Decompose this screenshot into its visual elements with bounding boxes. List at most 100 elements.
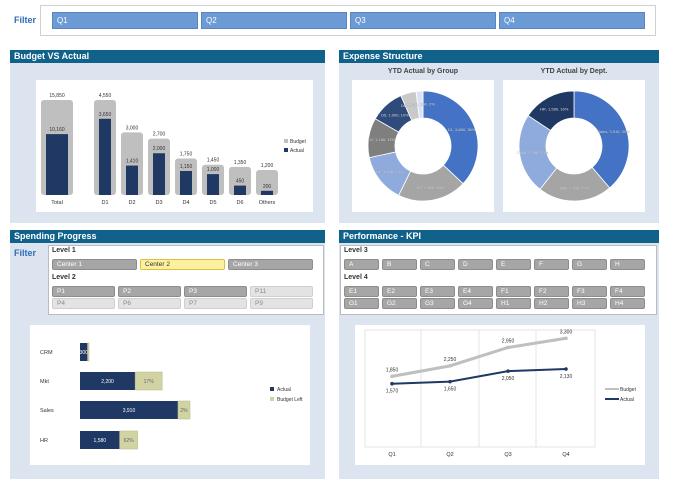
x-tick-label: Others bbox=[259, 200, 276, 206]
filter-button[interactable]: Q3 bbox=[350, 12, 496, 29]
slicer-title: Level 3 bbox=[344, 247, 368, 254]
slicer-item[interactable]: G4 bbox=[458, 298, 493, 309]
value-label: D3, 2,000, 20% bbox=[417, 185, 445, 190]
slicer-item[interactable]: B bbox=[382, 259, 417, 270]
value-label: 1,150 bbox=[180, 164, 193, 170]
line bbox=[391, 368, 567, 385]
marker bbox=[506, 345, 510, 350]
value-label: 1,000 bbox=[207, 167, 220, 173]
slicer-item[interactable]: C bbox=[420, 259, 455, 270]
legend-label: Budget Left bbox=[277, 397, 303, 403]
filter-button[interactable]: Q1 bbox=[52, 12, 198, 29]
slicer-item[interactable]: G3 bbox=[420, 298, 455, 309]
x-tick-label: D3 bbox=[155, 200, 162, 206]
slicer-item[interactable]: G bbox=[572, 259, 607, 270]
slicer-item[interactable]: E3 bbox=[420, 286, 455, 297]
legend-swatch bbox=[284, 148, 288, 152]
slicer-item[interactable]: E1 bbox=[344, 286, 379, 297]
slicer-item[interactable]: E4 bbox=[458, 286, 493, 297]
value-label: 1,570 bbox=[386, 389, 399, 395]
chart-title: YTD Actual by Dept. bbox=[540, 68, 608, 75]
donut-slice bbox=[573, 90, 630, 189]
filter-label: Filter bbox=[14, 15, 37, 25]
slicer-item[interactable]: Center 1 bbox=[52, 259, 137, 270]
slicer-item[interactable]: P9 bbox=[250, 298, 313, 309]
slicer-item[interactable]: Center 3 bbox=[228, 259, 313, 270]
x-tick-label: Q3 bbox=[504, 452, 511, 458]
value-label: 2,000 bbox=[153, 146, 166, 152]
donut-slice bbox=[527, 90, 575, 132]
slicer-item[interactable]: G1 bbox=[344, 298, 379, 309]
x-tick-label: Q1 bbox=[388, 452, 395, 458]
slicer-item[interactable]: H2 bbox=[534, 298, 569, 309]
bar bbox=[87, 342, 90, 362]
slicer-item[interactable]: A bbox=[344, 259, 379, 270]
bar bbox=[80, 372, 136, 390]
slicer-title: Level 4 bbox=[344, 274, 368, 281]
slicer-item[interactable]: H1 bbox=[496, 298, 531, 309]
marker bbox=[448, 379, 452, 384]
slicer-item[interactable]: P4 bbox=[52, 298, 115, 309]
slicer-item[interactable]: F1 bbox=[496, 286, 531, 297]
slicer-item[interactable]: P2 bbox=[118, 286, 181, 297]
slicer-item[interactable]: G2 bbox=[382, 298, 417, 309]
slicer-item[interactable]: P7 bbox=[184, 298, 247, 309]
slicer-item[interactable]: E bbox=[496, 259, 531, 270]
line bbox=[391, 336, 567, 378]
chart: D1, 3,650, 36% D3, 2,000, 20% D2, 1,410, 1… bbox=[367, 90, 479, 202]
bar bbox=[261, 190, 273, 195]
x-tick-label: D4 bbox=[182, 200, 189, 206]
slicer-item[interactable]: P1 bbox=[52, 286, 115, 297]
value-label: 1,350 bbox=[234, 160, 247, 166]
value-label: 300 bbox=[80, 350, 89, 356]
slicer-item[interactable]: F4 bbox=[610, 286, 645, 297]
value-label: 2,700 bbox=[153, 132, 166, 138]
value-label: 450 bbox=[236, 179, 245, 185]
slicer-item[interactable]: F3 bbox=[572, 286, 607, 297]
value-label: D1, 3,650, 36% bbox=[448, 127, 476, 132]
value-label: 2,250 bbox=[444, 357, 457, 363]
value-label: 2,950 bbox=[502, 338, 515, 344]
value-label: 2,130 bbox=[560, 374, 573, 380]
plot-frame bbox=[364, 329, 596, 448]
value-label: D5, 1,000, 10% bbox=[381, 112, 409, 117]
value-label: 1,580 bbox=[94, 438, 107, 444]
bar bbox=[153, 153, 165, 195]
slicer-item[interactable]: Center 2 bbox=[140, 259, 225, 270]
slicer-item[interactable]: H3 bbox=[572, 298, 607, 309]
y-tick-label: Mkt bbox=[40, 379, 49, 385]
value-label: 2,200 bbox=[101, 379, 114, 385]
value-label: 1,200 bbox=[261, 163, 274, 169]
value-label: 17% bbox=[144, 379, 155, 385]
y-tick-label: CRM bbox=[40, 350, 53, 356]
value-label: D2, 1,410, 14% bbox=[376, 169, 404, 174]
slicer-item[interactable]: P11 bbox=[250, 286, 313, 297]
slicer-item[interactable]: D bbox=[458, 259, 493, 270]
panel-header: Performance - KPI bbox=[339, 230, 659, 243]
slicer-item[interactable]: P6 bbox=[118, 298, 181, 309]
donut-slice bbox=[422, 90, 479, 185]
value-label: Others, 200, 2% bbox=[406, 102, 435, 107]
chart-area bbox=[355, 325, 645, 465]
x-tick-label: Total bbox=[51, 200, 63, 206]
chart-area bbox=[30, 325, 310, 465]
bar bbox=[80, 401, 178, 419]
bar bbox=[46, 134, 68, 195]
value-label: HR, 1,580, 16% bbox=[540, 106, 569, 111]
panel-header: Spending Progress bbox=[10, 230, 325, 243]
slicer-item[interactable]: H bbox=[610, 259, 645, 270]
bar bbox=[134, 371, 163, 391]
x-tick-label: D5 bbox=[209, 200, 216, 206]
slicer-item[interactable]: F bbox=[534, 259, 569, 270]
legend-label: Budget bbox=[620, 387, 636, 393]
slicer-item[interactable]: F2 bbox=[534, 286, 569, 297]
bar bbox=[80, 343, 88, 361]
slicer-item[interactable]: P3 bbox=[184, 286, 247, 297]
marker bbox=[564, 367, 568, 371]
filter-button[interactable]: Q2 bbox=[201, 12, 347, 29]
slicer-item[interactable]: H4 bbox=[610, 298, 645, 309]
filter-button[interactable]: Q4 bbox=[499, 12, 645, 29]
marker bbox=[448, 364, 452, 368]
slicer-item[interactable]: E2 bbox=[382, 286, 417, 297]
x-tick-label: D2 bbox=[128, 200, 135, 206]
